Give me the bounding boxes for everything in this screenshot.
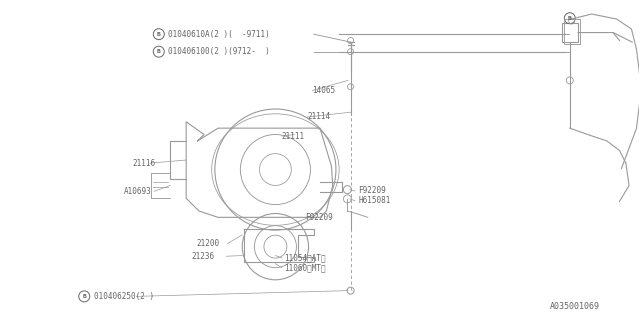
Text: 21116: 21116 bbox=[132, 159, 156, 168]
Text: 14065: 14065 bbox=[312, 86, 335, 95]
Text: B: B bbox=[157, 49, 161, 54]
Text: 010406100(2 )(9712-  ): 010406100(2 )(9712- ) bbox=[168, 47, 270, 56]
Bar bbox=[564, 19, 580, 44]
Text: H615081: H615081 bbox=[358, 196, 390, 205]
Text: 010406250(2 ): 010406250(2 ) bbox=[95, 292, 154, 301]
Text: A035001069: A035001069 bbox=[549, 302, 600, 311]
Text: B: B bbox=[157, 32, 161, 37]
Text: B: B bbox=[568, 16, 572, 21]
Bar bbox=[562, 23, 578, 42]
Text: F92209: F92209 bbox=[358, 187, 386, 196]
Text: 21114: 21114 bbox=[307, 113, 330, 122]
Text: 21236: 21236 bbox=[191, 252, 214, 261]
Text: 21111: 21111 bbox=[282, 132, 305, 140]
Text: 01040610A(2 )(  -9711): 01040610A(2 )( -9711) bbox=[168, 30, 270, 39]
Text: 11060〈MT〉: 11060〈MT〉 bbox=[284, 263, 326, 272]
Text: B: B bbox=[83, 294, 86, 299]
Text: 21200: 21200 bbox=[196, 239, 220, 248]
Text: 11054〈AT〉: 11054〈AT〉 bbox=[284, 253, 326, 262]
Text: A10693: A10693 bbox=[124, 187, 152, 196]
Text: F92209: F92209 bbox=[305, 213, 332, 222]
